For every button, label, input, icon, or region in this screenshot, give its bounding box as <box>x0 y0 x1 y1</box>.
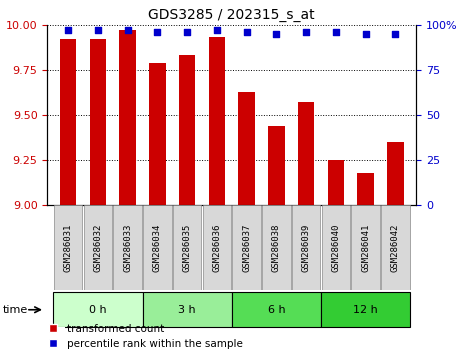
Text: 0 h: 0 h <box>89 305 107 315</box>
Bar <box>292 205 320 290</box>
Text: GSM286034: GSM286034 <box>153 224 162 272</box>
Text: GSM286039: GSM286039 <box>302 224 311 272</box>
Legend: transformed count, percentile rank within the sample: transformed count, percentile rank withi… <box>43 324 243 349</box>
Text: GSM286037: GSM286037 <box>242 224 251 272</box>
Text: 12 h: 12 h <box>353 305 378 315</box>
Text: GSM286038: GSM286038 <box>272 224 281 272</box>
Bar <box>381 205 410 290</box>
Bar <box>232 292 321 327</box>
Bar <box>209 38 225 205</box>
Bar <box>202 205 231 290</box>
Bar <box>321 292 410 327</box>
Bar <box>268 126 285 205</box>
Text: GSM286041: GSM286041 <box>361 224 370 272</box>
Bar <box>322 205 350 290</box>
Bar <box>60 39 76 205</box>
Point <box>213 27 221 33</box>
Text: GSM286035: GSM286035 <box>183 224 192 272</box>
Text: GSM286033: GSM286033 <box>123 224 132 272</box>
Bar <box>232 205 261 290</box>
Bar <box>120 30 136 205</box>
Bar <box>90 39 106 205</box>
Point <box>94 27 102 33</box>
Bar <box>84 205 112 290</box>
Point <box>184 29 191 35</box>
Bar <box>149 63 166 205</box>
Text: time: time <box>2 305 27 315</box>
Point <box>154 29 161 35</box>
Text: GSM286031: GSM286031 <box>64 224 73 272</box>
Point <box>392 31 399 37</box>
Bar <box>358 173 374 205</box>
Point <box>243 29 250 35</box>
Point <box>302 29 310 35</box>
Bar <box>143 205 172 290</box>
Bar <box>262 205 291 290</box>
Bar <box>142 292 232 327</box>
Text: GSM286042: GSM286042 <box>391 224 400 272</box>
Point <box>64 27 72 33</box>
Bar <box>298 102 315 205</box>
Bar <box>351 205 380 290</box>
Bar <box>328 160 344 205</box>
Point <box>332 29 340 35</box>
Bar <box>238 92 255 205</box>
Bar <box>179 56 195 205</box>
Bar <box>173 205 201 290</box>
Text: GSM286032: GSM286032 <box>93 224 102 272</box>
Point <box>362 31 369 37</box>
Text: 6 h: 6 h <box>268 305 285 315</box>
Point <box>272 31 280 37</box>
Title: GDS3285 / 202315_s_at: GDS3285 / 202315_s_at <box>149 8 315 22</box>
Point <box>124 27 131 33</box>
Bar <box>53 292 142 327</box>
Text: GSM286040: GSM286040 <box>332 224 341 272</box>
Bar <box>54 205 82 290</box>
Text: GSM286036: GSM286036 <box>212 224 221 272</box>
Bar <box>387 142 403 205</box>
Text: 3 h: 3 h <box>178 305 196 315</box>
Bar <box>114 205 142 290</box>
